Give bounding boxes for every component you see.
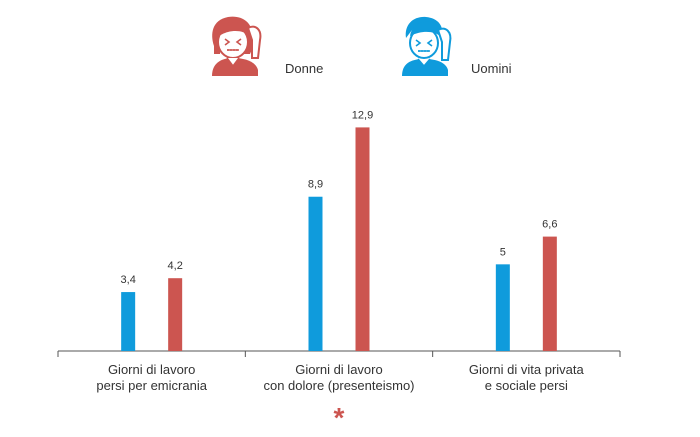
bar-uomini-3	[495, 264, 510, 351]
category-label-1-line-2: persi per emicrania	[96, 378, 207, 393]
annotations-group: *	[334, 402, 345, 433]
annotation-asterisk: *	[334, 402, 345, 433]
woman-headache-icon	[212, 16, 262, 76]
data-label-donne-2: 12,9	[352, 109, 373, 121]
value-labels-group: 3,4 4,2 8,9 12,9 5 6,6	[121, 109, 558, 286]
x-axis	[57, 350, 621, 357]
legend-item-donne: Donne	[212, 16, 323, 76]
category-label-3-line-2: e sociale persi	[485, 378, 568, 393]
bar-donne-2	[355, 127, 370, 352]
legend-item-uomini: Uomini	[402, 16, 512, 76]
man-headache-icon	[402, 16, 452, 76]
bar-donne-3	[542, 236, 557, 351]
data-label-uomini-2: 8,9	[308, 179, 323, 191]
data-label-uomini-1: 3,4	[121, 274, 136, 286]
data-label-donne-3: 6,6	[542, 219, 557, 231]
category-label-1-line-1: Giorni di lavoro	[108, 362, 195, 377]
category-label-2-line-1: Giorni di lavoro	[295, 362, 382, 377]
legend-label-donne: Donne	[285, 61, 323, 76]
bar-uomini-2	[308, 196, 323, 351]
data-label-uomini-3: 5	[500, 246, 506, 258]
category-label-3-line-1: Giorni di vita privata	[469, 362, 585, 377]
category-label-2-line-2: con dolore (presenteismo)	[263, 378, 414, 393]
legend-label-uomini: Uomini	[471, 61, 512, 76]
bar-donne-1	[168, 278, 183, 351]
data-label-donne-1: 4,2	[168, 260, 183, 272]
bars-group	[121, 127, 557, 352]
bar-uomini-1	[121, 292, 136, 351]
